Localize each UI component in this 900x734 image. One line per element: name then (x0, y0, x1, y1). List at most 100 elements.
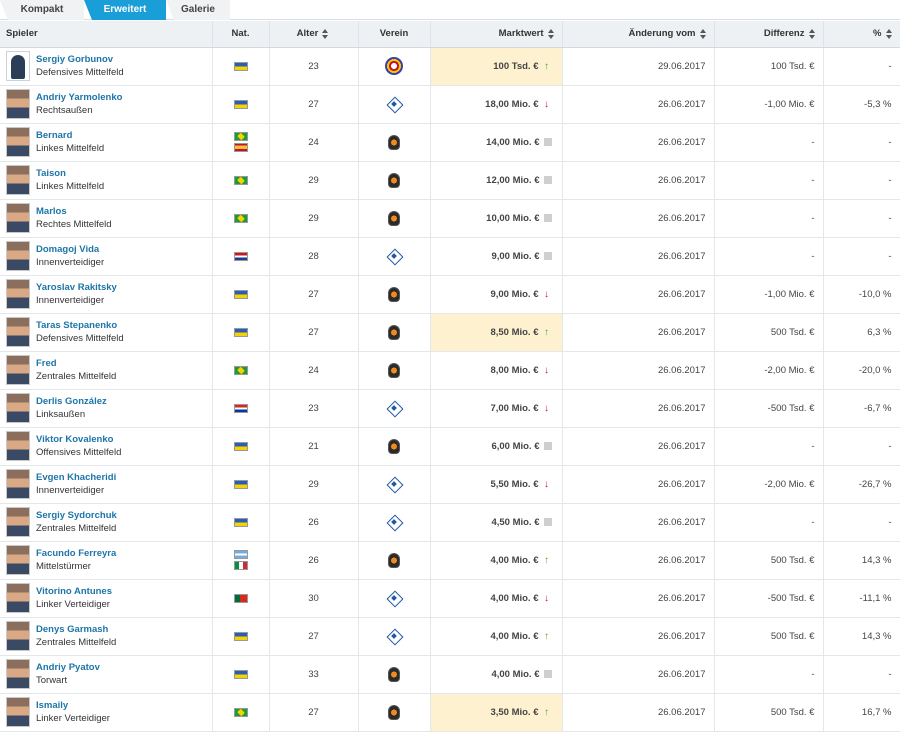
player-position: Innenverteidiger (36, 484, 105, 496)
player-name-link[interactable]: Sergiy Sydorchuk (36, 509, 117, 521)
player-portrait[interactable] (6, 621, 30, 651)
dynamo-kyiv-crest-icon[interactable] (388, 477, 400, 491)
age-cell: 26 (269, 503, 359, 542)
player-name-link[interactable]: Fred (36, 357, 57, 369)
shakhtar-donetsk-crest-icon[interactable] (388, 324, 400, 340)
zorya-luhansk-crest-icon[interactable] (385, 57, 403, 75)
column-header-aenderung[interactable]: Änderung vom (562, 21, 715, 48)
column-header-nat[interactable]: Nat. (212, 21, 270, 48)
market-value: 4,00 Mio. € (490, 630, 539, 642)
player-portrait[interactable] (6, 697, 30, 727)
player-portrait[interactable] (6, 127, 30, 157)
percent-cell: - (823, 237, 900, 276)
player-name-link[interactable]: Taras Stepanenko (36, 319, 118, 331)
market-value: 18,00 Mio. € (485, 98, 539, 110)
nationality-cell (212, 541, 270, 580)
shakhtar-donetsk-crest-icon[interactable] (388, 666, 400, 682)
player-name-link[interactable]: Bernard (36, 129, 73, 141)
player-portrait[interactable] (6, 355, 30, 385)
shakhtar-donetsk-crest-icon[interactable] (388, 134, 400, 150)
nationality-cell (212, 655, 270, 694)
dynamo-kyiv-crest-icon[interactable] (388, 97, 400, 111)
player-position: Zentrales Mittelfeld (36, 370, 117, 382)
column-header-verein[interactable]: Verein (358, 21, 431, 48)
player-position: Rechtes Mittelfeld (36, 218, 112, 230)
dynamo-kyiv-crest-icon[interactable] (388, 401, 400, 415)
dynamo-kyiv-crest-icon[interactable] (388, 249, 400, 263)
player-name-link[interactable]: Andriy Pyatov (36, 661, 100, 673)
market-value-cell: 3,50 Mio. € ↑ (430, 693, 563, 732)
market-value: 8,00 Mio. € (490, 364, 539, 376)
column-header-spieler[interactable]: Spieler (0, 21, 213, 48)
shakhtar-donetsk-crest-icon[interactable] (388, 704, 400, 720)
market-value: 14,00 Mio. € (486, 136, 540, 148)
shakhtar-donetsk-crest-icon[interactable] (388, 172, 400, 188)
player-portrait[interactable] (6, 279, 30, 309)
player-name-link[interactable]: Andriy Yarmolenko (36, 91, 123, 103)
player-name-link[interactable]: Evgen Khacheridi (36, 471, 117, 483)
player-portrait[interactable] (6, 203, 30, 233)
player-name-link[interactable]: Denys Garmash (36, 623, 109, 635)
tab-kompakt[interactable]: Kompakt (0, 0, 84, 20)
percent-cell: 14,3 % (823, 541, 900, 580)
flag-ua-icon (233, 61, 248, 71)
dynamo-kyiv-crest-icon[interactable] (388, 591, 400, 605)
difference-cell: -500 Tsd. € (714, 579, 824, 618)
percent-cell: 14,3 % (823, 617, 900, 656)
sort-icon (808, 28, 817, 39)
nationality-cell (212, 617, 270, 656)
change-date-cell: 26.06.2017 (562, 161, 715, 200)
shakhtar-donetsk-crest-icon[interactable] (388, 210, 400, 226)
player-name-link[interactable]: Sergiy Gorbunov (36, 53, 114, 65)
tab-erweitert[interactable]: Erweitert (84, 0, 166, 20)
club-cell (358, 123, 431, 162)
shakhtar-donetsk-crest-icon[interactable] (388, 552, 400, 568)
player-portrait[interactable] (6, 51, 30, 81)
player-name-link[interactable]: Yaroslav Rakitsky (36, 281, 117, 293)
club-cell (358, 465, 431, 504)
player-portrait[interactable] (6, 431, 30, 461)
column-header-alter[interactable]: Alter (269, 21, 359, 48)
player-portrait[interactable] (6, 165, 30, 195)
dynamo-kyiv-crest-icon[interactable] (388, 629, 400, 643)
player-cell: Domagoj Vida Innenverteidiger (0, 237, 213, 276)
change-date-cell: 26.06.2017 (562, 237, 715, 276)
player-portrait[interactable] (6, 393, 30, 423)
market-value: 4,00 Mio. € (491, 668, 540, 680)
tab-galerie[interactable]: Galerie (166, 0, 230, 20)
flag-es-icon (233, 143, 248, 152)
shakhtar-donetsk-crest-icon[interactable] (388, 438, 400, 454)
player-position: Defensives Mittelfeld (36, 332, 124, 344)
difference-cell: -1,00 Mio. € (714, 85, 824, 124)
player-name-link[interactable]: Viktor Kovalenko (36, 433, 114, 445)
column-header-marktwert[interactable]: Marktwert (430, 21, 563, 48)
player-name-link[interactable]: Marlos (36, 205, 67, 217)
player-portrait[interactable] (6, 89, 30, 119)
player-name-link[interactable]: Taison (36, 167, 66, 179)
sort-icon (699, 28, 708, 39)
shakhtar-donetsk-crest-icon[interactable] (388, 362, 400, 378)
column-header-differenz[interactable]: Differenz (714, 21, 824, 48)
arrow-up-icon: ↑ (544, 554, 549, 566)
dynamo-kyiv-crest-icon[interactable] (388, 515, 400, 529)
player-portrait[interactable] (6, 317, 30, 347)
column-header-prozent[interactable]: % (823, 21, 900, 48)
club-cell (358, 503, 431, 542)
nationality-cell (212, 465, 270, 504)
player-portrait[interactable] (6, 545, 30, 575)
shakhtar-donetsk-crest-icon[interactable] (388, 286, 400, 302)
table-row: Viktor Kovalenko Offensives Mittelfeld 21 6… (0, 427, 900, 466)
player-name-link[interactable]: Domagoj Vida (36, 243, 100, 255)
difference-cell: -2,00 Mio. € (714, 465, 824, 504)
player-name-link[interactable]: Derlis González (36, 395, 107, 407)
player-name-link[interactable]: Ismaily (36, 699, 69, 711)
player-portrait[interactable] (6, 241, 30, 271)
player-portrait[interactable] (6, 507, 30, 537)
player-portrait[interactable] (6, 583, 30, 613)
market-value-table: Spieler Nat. Alter Verein Marktwert Ände… (0, 21, 900, 732)
player-name-link[interactable]: Facundo Ferreyra (36, 547, 117, 559)
player-name-link[interactable]: Vitorino Antunes (36, 585, 112, 597)
difference-cell: 100 Tsd. € (714, 47, 824, 86)
player-portrait[interactable] (6, 469, 30, 499)
player-portrait[interactable] (6, 659, 30, 689)
